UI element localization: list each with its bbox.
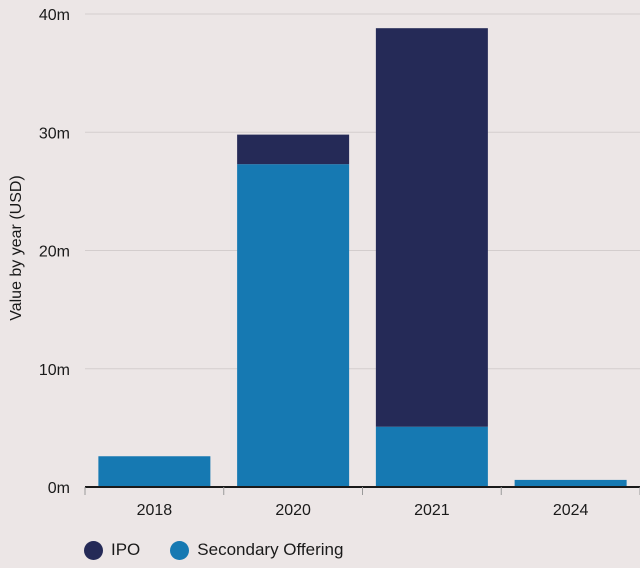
x-tick-label: 2024 [553,502,589,519]
stacked-bar-chart: 0m 10m 20m 30m 40m 2018 2020 2021 2024 Value by… [8,7,640,519]
bar-secondary-offering-2024 [514,479,627,487]
y-axis-title: Value by year (USD) [8,175,25,321]
bar-ipo-2020 [237,134,350,165]
legend-item-ipo: IPO [84,540,140,560]
bar-secondary-offering-2021 [375,426,488,487]
y-tick-label: 40m [39,7,70,24]
y-tick-label: 10m [39,362,70,379]
y-tick-label: 30m [39,125,70,142]
x-tick-label: 2018 [137,502,173,519]
bar-secondary-offering-2018 [98,456,211,487]
x-tick-label: 2021 [414,502,450,519]
legend-label-secondary-offering: Secondary Offering [197,540,344,559]
legend-item-secondary-offering: Secondary Offering [170,540,343,560]
y-axis-tick-labels: 0m 10m 20m 30m 40m [39,7,70,497]
y-tick-label: 0m [48,480,70,497]
legend-swatch-ipo [84,540,103,560]
gridlines [85,13,640,370]
bar-ipo-2021 [375,28,488,427]
bars [98,28,627,488]
x-axis [84,486,640,495]
y-tick-label: 20m [39,244,70,261]
legend-label-ipo: IPO [111,540,141,559]
x-tick-label: 2020 [275,502,311,519]
bar-secondary-offering-2020 [237,164,350,488]
legend-swatch-secondary-offering [170,540,190,560]
legend: IPO Secondary Offering [84,540,373,560]
x-axis-tick-labels: 2018 2020 2021 2024 [137,502,589,519]
